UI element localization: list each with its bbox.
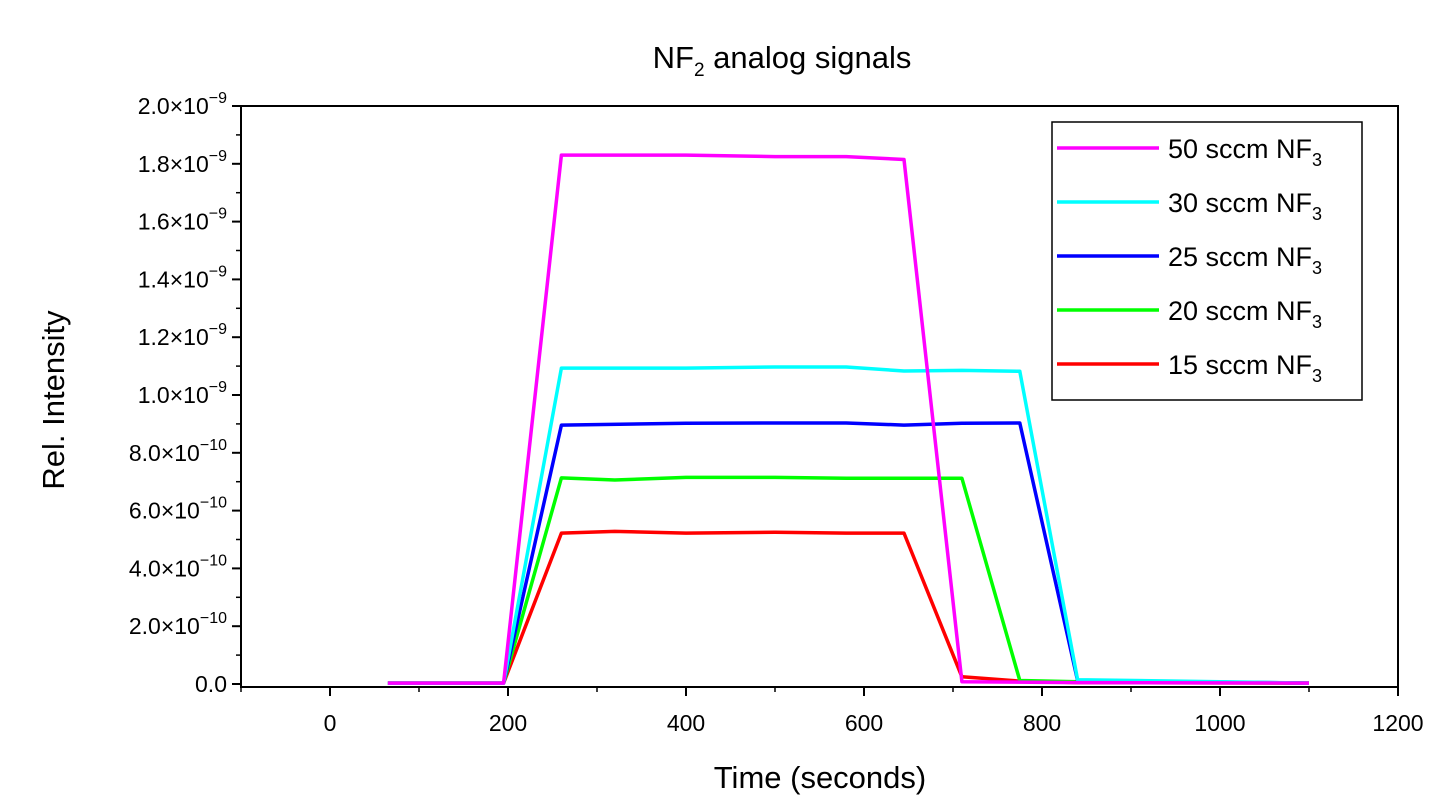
y-tick-label: 2.0×10−10 xyxy=(129,610,227,639)
x-tick-label: 200 xyxy=(489,710,527,736)
y-tick-label: 8.0×10−10 xyxy=(129,437,227,466)
y-tick-label: 2.0×10−9 xyxy=(138,90,227,119)
y-tick-label: 1.4×10−9 xyxy=(138,263,227,292)
chart-title-main: NF xyxy=(653,40,694,75)
chart-title-suffix: analog signals xyxy=(705,40,912,75)
plot-border xyxy=(240,105,1399,688)
y-axis-title: Rel. Intensity xyxy=(36,310,71,490)
legend-label: 15 sccm NF3 xyxy=(1168,350,1322,386)
plot-area xyxy=(240,105,1399,688)
legend-label: 20 sccm NF3 xyxy=(1168,296,1322,332)
y-tick-label: 1.6×10−9 xyxy=(138,206,227,235)
legend-label: 50 sccm NF3 xyxy=(1168,134,1322,170)
legend-label: 25 sccm NF3 xyxy=(1168,242,1322,278)
chart-title-subscript: 2 xyxy=(694,60,705,81)
x-axis: 0 200 400 600 800 1000 1200 xyxy=(240,687,1424,736)
legend-label: 30 sccm NF3 xyxy=(1168,188,1322,224)
y-tick-label: 4.0×10−10 xyxy=(129,552,227,581)
y-tick-label: 6.0×10−10 xyxy=(129,495,227,524)
y-axis: 0.0 2.0×10−10 4.0×10−10 6.0×10−10 8.0×10−10 1… xyxy=(129,90,241,697)
x-tick-label: 800 xyxy=(1023,710,1061,736)
chart-title: NF2 analog signals xyxy=(653,40,912,81)
x-tick-label: 600 xyxy=(845,710,883,736)
series-line-50-sccm-nf3 xyxy=(387,153,1310,685)
legend: 50 sccm NF3 30 sccm NF3 25 sccm NF3 20 sccm… xyxy=(1051,121,1363,401)
x-tick-label: 1000 xyxy=(1194,710,1245,736)
y-tick-label: 1.2×10−9 xyxy=(138,321,227,350)
series-line-25-sccm-nf3 xyxy=(387,421,1310,685)
y-tick-label: 1.0×10−9 xyxy=(138,379,227,408)
x-tick-label: 400 xyxy=(667,710,705,736)
series-layer xyxy=(387,153,1310,685)
y-tick-label: 1.8×10−9 xyxy=(138,148,227,177)
x-axis-title: Time (seconds) xyxy=(714,760,926,795)
legend-box xyxy=(1051,121,1363,401)
x-tick-label: 1200 xyxy=(1372,710,1423,736)
series-line-30-sccm-nf3 xyxy=(387,365,1310,685)
y-tick-label: 0.0 xyxy=(195,671,227,697)
x-tick-label: 0 xyxy=(324,710,337,736)
